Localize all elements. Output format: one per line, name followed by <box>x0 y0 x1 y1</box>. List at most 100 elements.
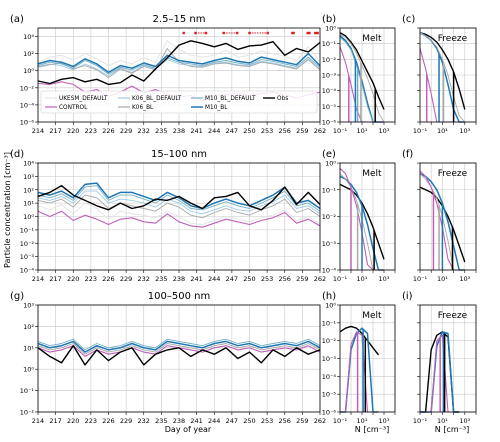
y-tick-label: 10³ <box>23 302 34 310</box>
panel-c: 10⁻¹ 10¹ 10³ (c) Freeze <box>402 14 477 135</box>
x-tick-label: 229 <box>120 275 132 283</box>
x-tick-label: 229 <box>120 127 132 135</box>
legend-label: K06_BL_DEFAULT <box>132 96 182 102</box>
y-tick-label: 10¹ <box>23 344 34 352</box>
x-tick-label: 244 <box>208 275 220 283</box>
series-line-obs <box>37 345 321 366</box>
y-tick-label: 10⁻¹ <box>322 319 337 327</box>
x-tick-label: 259 <box>296 417 308 425</box>
x-tick-label: 10³ <box>459 275 470 283</box>
panel-letter: (g) <box>10 291 24 302</box>
dist-curve-k06_bl <box>419 32 466 123</box>
x-tick-label: 250 <box>243 417 255 425</box>
legend-box <box>40 90 318 114</box>
x-tick-label: 10³ <box>459 417 470 425</box>
x-tick-label: 10⁻¹ <box>333 127 348 135</box>
x-tick-label: 232 <box>138 275 150 283</box>
y-tick-label: 10⁻¹ <box>20 226 35 234</box>
y-tick-label: 10⁻² <box>322 56 337 64</box>
x-tick-label: 217 <box>49 275 61 283</box>
x-tick-label: 238 <box>173 127 185 135</box>
x-tick-label: 220 <box>67 275 79 283</box>
x-tick-label: 238 <box>173 275 185 283</box>
x-tick-label: 214 <box>32 127 44 135</box>
x-tick-label: 226 <box>102 127 114 135</box>
event-marker <box>266 31 269 35</box>
y-tick-label: 10⁰ <box>23 213 34 221</box>
event-marker <box>292 31 295 35</box>
panel-title: Freeze <box>438 311 468 321</box>
y-tick-label: 10⁻⁴ <box>322 87 337 95</box>
x-tick-label: 10¹ <box>357 417 368 425</box>
x-tick-label: 214 <box>32 275 44 283</box>
x-tick-label: 223 <box>85 417 97 425</box>
x-tick-label: 250 <box>243 275 255 283</box>
y-tick-label: 10⁻¹ <box>20 387 35 395</box>
dist-curve-k06_bl <box>339 33 385 123</box>
x-tick-label: 259 <box>296 127 308 135</box>
panel-g: 214 217 220 223 226 229 232 235 238 241 244 247 250 2… <box>10 291 326 425</box>
x-tick-label: 253 <box>261 127 273 135</box>
y-tick-label: 10² <box>23 186 34 194</box>
y-tick-label: 10⁻⁶ <box>20 119 35 127</box>
x-tick-label: 10¹ <box>437 417 448 425</box>
y-tick-label: 10⁻² <box>322 213 337 221</box>
legend-label: UKESM_DEFAULT <box>59 96 108 102</box>
panel-title: Freeze <box>438 169 468 179</box>
panel-frame <box>339 27 396 123</box>
x-tick-label: 217 <box>49 127 61 135</box>
y-tick-label: 10⁴ <box>23 33 34 41</box>
x-tick-label: 220 <box>67 417 79 425</box>
series-line-m10_bl_default <box>37 185 321 212</box>
x-tick-label: 253 <box>261 275 273 283</box>
time-x-axis-label: Day of year <box>165 425 212 434</box>
legend-label: CONTROL <box>59 105 88 111</box>
y-tick-label: 10⁻⁶ <box>322 119 337 127</box>
panel-letter: (b) <box>322 14 336 25</box>
series-line-ukesm_default <box>37 202 321 225</box>
series-line-k06_bl <box>37 194 321 219</box>
panel-frame <box>339 304 396 413</box>
y-tick-label: 10⁻⁴ <box>20 101 35 109</box>
panel-frame <box>419 27 477 123</box>
y-tick-label: 10¹ <box>23 200 34 208</box>
event-marker <box>248 31 251 35</box>
series-line-m10_bl <box>37 340 321 353</box>
panel-a: 214 217 220 223 226 229 232 235 238 241 244 247 250 2… <box>10 14 326 135</box>
x-tick-label: 10⁻¹ <box>413 127 428 135</box>
x-tick-label: 10⁻¹ <box>333 275 348 283</box>
panel-title: Melt <box>362 34 382 44</box>
x-tick-label: 10⁻¹ <box>413 275 428 283</box>
x-tick-label: 10¹ <box>437 127 448 135</box>
dist-curve-obs <box>419 32 466 110</box>
series-line-m10_bl_default <box>37 338 321 351</box>
x-tick-label: 232 <box>138 127 150 135</box>
y-tick-label: 10⁻³ <box>322 240 337 248</box>
x-tick-label: 10⁻¹ <box>413 417 428 425</box>
x-tick-label: 10¹ <box>357 275 368 283</box>
panel-letter: (d) <box>10 149 24 160</box>
panel-i: 10⁻¹ 10¹ 10³ (i) Freeze <box>402 291 477 425</box>
x-tick-label: 10¹ <box>357 127 368 135</box>
event-marker <box>308 31 311 35</box>
y-tick-label: 10⁻² <box>20 409 35 417</box>
panel-letter: (i) <box>402 291 413 302</box>
y-tick-label: 10² <box>23 323 34 331</box>
x-tick-label: 217 <box>49 417 61 425</box>
x-tick-label: 223 <box>85 275 97 283</box>
event-marker <box>222 31 225 35</box>
event-marker <box>204 31 208 35</box>
series-line-m10_bl_default <box>37 56 321 75</box>
panel-frame <box>419 304 477 413</box>
x-tick-label: 247 <box>226 417 238 425</box>
event-marker <box>235 31 239 35</box>
x-tick-label: 226 <box>102 275 114 283</box>
x-tick-label: 235 <box>155 417 167 425</box>
y-tick-label: 10⁻² <box>322 337 337 345</box>
y-tick-label: 10⁻⁵ <box>322 103 337 111</box>
x-tick-label: 226 <box>102 417 114 425</box>
panel-title: Melt <box>362 311 382 321</box>
y-tick-label: 10⁻³ <box>322 72 337 80</box>
y-tick-label: 10⁻³ <box>20 253 35 261</box>
